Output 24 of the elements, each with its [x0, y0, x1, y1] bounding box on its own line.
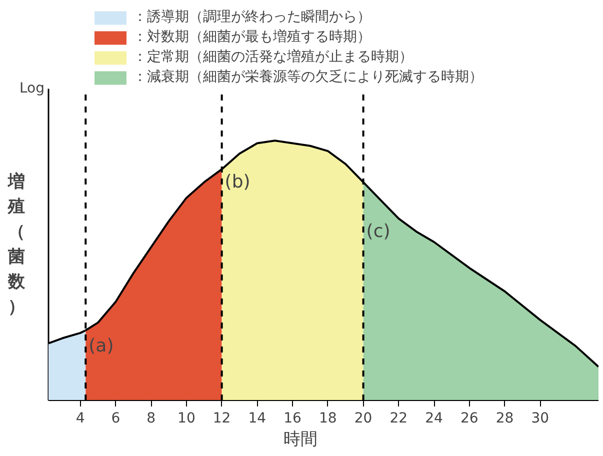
- legend-label: ：減衰期（細菌が栄養源等の欠乏により死滅する時期）: [133, 68, 483, 86]
- x-tick-label: 24: [425, 410, 444, 426]
- x-axis-title: 時間: [284, 430, 318, 448]
- legend-label: ：誘導期（調理が終わった瞬間から）: [133, 8, 371, 26]
- text: Log: [19, 80, 45, 97]
- legend-label: ：対数期（細菌が最も増殖する時期）: [133, 28, 371, 46]
- x-tick-label: 22: [390, 410, 408, 426]
- annotation: (a): [88, 335, 114, 356]
- x-tick-label: 8: [146, 410, 156, 426]
- x-tick-label: 16: [284, 410, 302, 426]
- x-tick-label: 10: [178, 410, 196, 426]
- x-tick-label: 18: [319, 410, 337, 426]
- x-tick-label: 20: [354, 410, 372, 426]
- y-axis-title: 増殖（菌数）: [7, 171, 26, 318]
- legend-label: ：定常期（細菌の活発な増殖が止まる時期）: [133, 48, 413, 66]
- x-tick-label: 14: [248, 410, 266, 426]
- annotation: (c): [366, 221, 390, 242]
- x-tick-label: 26: [460, 410, 478, 426]
- annotation: (b): [224, 172, 250, 193]
- x-tick-label: 4: [76, 410, 85, 426]
- x-tick-label: 30: [531, 410, 550, 426]
- x-tick-label: 28: [496, 410, 514, 426]
- x-tick-label: 6: [111, 410, 120, 426]
- x-tick-label: 12: [212, 410, 231, 426]
